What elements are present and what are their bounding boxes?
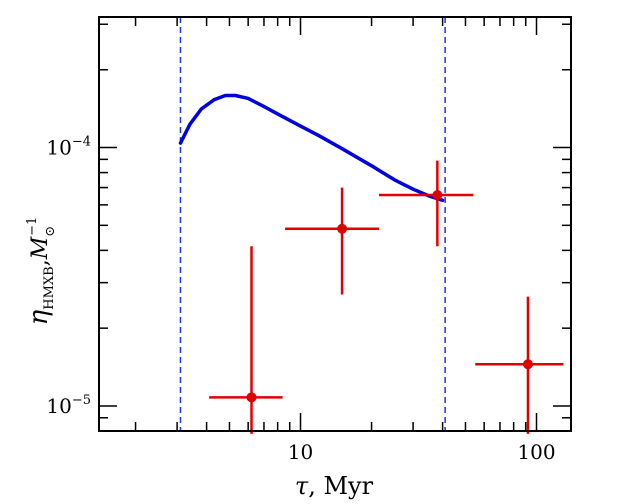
y-axis-separator: ,: [28, 259, 53, 266]
x-axis-label: τ, Myr: [295, 472, 374, 500]
point-marker: [522, 359, 533, 370]
y-axis-unit-sub: ⊙: [43, 226, 58, 237]
data-point: [475, 296, 564, 434]
x-axis-units: , Myr: [308, 472, 373, 500]
model-curve-group: [178, 93, 445, 203]
y-axis-unit-sup: −1: [25, 217, 40, 236]
y-tick-base: 10: [46, 136, 71, 160]
x-tick-label: 100: [517, 440, 555, 464]
y-axis-unit: M: [28, 236, 53, 260]
model-curve-line: [178, 93, 445, 203]
data-point: [285, 187, 379, 295]
y-tick-base: 10: [46, 394, 71, 418]
plot-frame: [98, 16, 572, 432]
data-point: [378, 160, 474, 247]
tick-marks: [99, 17, 571, 432]
point-marker: [246, 392, 257, 403]
y-axis-symbol: η: [24, 309, 54, 325]
y-tick-label: 10−4: [46, 135, 91, 160]
vertical-reference-lines: [179, 17, 446, 431]
point-marker: [337, 223, 348, 234]
y-axis-label: ηHMXB,M⊙−1: [24, 217, 58, 326]
data-points-group: [209, 160, 564, 434]
x-axis-symbol: τ: [295, 472, 309, 500]
y-tick-exponent: −4: [72, 135, 91, 150]
y-axis-subscript: HMXB: [42, 266, 57, 309]
x-tick-label: 10: [288, 440, 313, 464]
y-tick-label: 10−5: [46, 393, 91, 418]
data-point: [209, 246, 283, 434]
point-marker: [432, 190, 443, 201]
y-tick-exponent: −5: [72, 393, 91, 408]
